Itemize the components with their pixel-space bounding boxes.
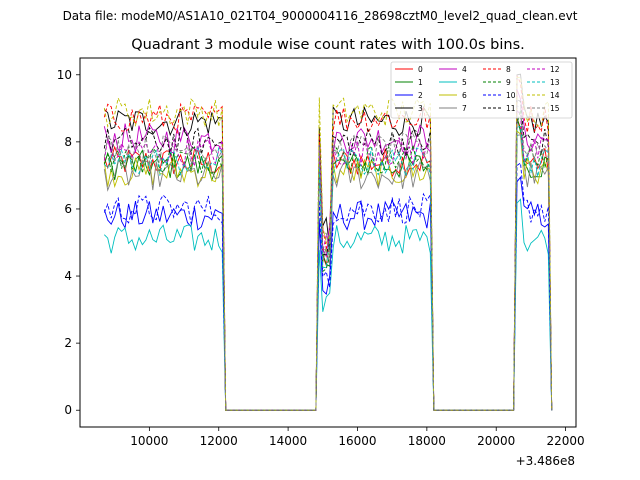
legend-label-12: 12 bbox=[550, 65, 560, 74]
legend-label-7: 7 bbox=[462, 104, 467, 113]
y-tick-label-0: 0 bbox=[64, 403, 72, 417]
legend-box bbox=[390, 61, 573, 119]
y-tick-label-5: 10 bbox=[57, 68, 72, 82]
data-file-header: Data file: modeM0/AS1A10_021T04_90000041… bbox=[63, 9, 578, 23]
legend-label-15: 15 bbox=[550, 104, 560, 113]
x-tick-label-3: 16000 bbox=[338, 434, 376, 448]
x-tick-label-6: 22000 bbox=[547, 434, 585, 448]
series-line-12 bbox=[103, 109, 553, 411]
y-tick-label-1: 2 bbox=[64, 336, 72, 350]
axes-frame bbox=[79, 57, 577, 428]
series-line-13 bbox=[103, 125, 553, 411]
series-line-15 bbox=[103, 105, 553, 411]
x-tick-label-0: 10000 bbox=[130, 434, 168, 448]
y-tick-label-3: 6 bbox=[64, 202, 72, 216]
legend-label-4: 4 bbox=[462, 65, 467, 74]
legend-label-8: 8 bbox=[506, 65, 511, 74]
x-offset-label: +3.486e8 bbox=[516, 454, 575, 468]
y-axis-ticks: 0 2 4 6 8 10 bbox=[57, 68, 80, 417]
legend-label-9: 9 bbox=[506, 78, 511, 87]
series-layer bbox=[103, 73, 553, 411]
x-axis-ticks: 10000 12000 14000 16000 18000 20000 22000 bbox=[130, 427, 585, 448]
legend-label-6: 6 bbox=[462, 91, 467, 100]
plot-area: 10000 12000 14000 16000 18000 20000 22000 0 2 4 6… bbox=[57, 57, 585, 468]
legend-label-0: 0 bbox=[418, 65, 423, 74]
x-tick-label-1: 12000 bbox=[200, 434, 238, 448]
legend-label-5: 5 bbox=[462, 78, 467, 87]
x-tick-label-4: 18000 bbox=[408, 434, 446, 448]
legend-label-14: 14 bbox=[550, 91, 560, 100]
legend-label-1: 1 bbox=[418, 78, 423, 87]
chart-title: Quadrant 3 module wise count rates with … bbox=[131, 37, 525, 53]
x-tick-label-2: 14000 bbox=[269, 434, 307, 448]
legend-label-3: 3 bbox=[418, 104, 423, 113]
series-line-10 bbox=[103, 162, 553, 411]
legend-label-10: 10 bbox=[506, 91, 516, 100]
y-tick-label-2: 4 bbox=[64, 269, 72, 283]
legend-label-2: 2 bbox=[418, 91, 423, 100]
legend-label-13: 13 bbox=[550, 78, 560, 87]
y-tick-label-4: 8 bbox=[64, 135, 72, 149]
series-line-14 bbox=[103, 76, 553, 411]
legend-label-11: 11 bbox=[506, 104, 516, 113]
x-tick-label-5: 20000 bbox=[477, 434, 515, 448]
